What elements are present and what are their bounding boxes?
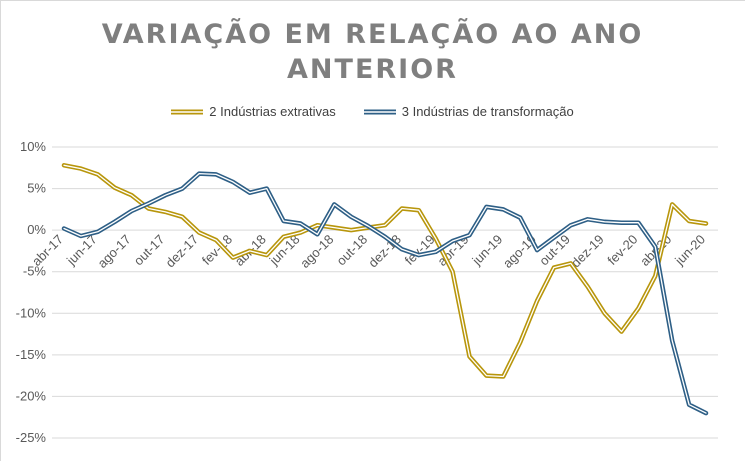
legend-item-extrativas: 2 Indústrias extrativas <box>171 104 336 119</box>
y-tick-label: 5% <box>27 181 46 196</box>
x-tick-label: abr-17 <box>29 232 66 269</box>
x-tick-label: ago-19 <box>500 232 539 271</box>
legend: 2 Indústrias extrativas 3 Indústrias de … <box>0 104 745 119</box>
legend-swatch-transformacao <box>363 109 396 114</box>
x-tick-label: jun-19 <box>469 232 506 269</box>
x-tick-label: out-17 <box>131 232 168 269</box>
x-tick-label: dez-17 <box>163 232 202 271</box>
legend-label-extrativas: 2 Indústrias extrativas <box>209 104 336 119</box>
y-tick-label: -5% <box>23 264 47 279</box>
legend-label-transformacao: 3 Indústrias de transformação <box>401 104 574 119</box>
legend-item-transformacao: 3 Indústrias de transformação <box>363 104 574 119</box>
chart-title: VARIAÇÃO EM RELAÇÃO AO ANO ANTERIOR <box>101 19 644 85</box>
x-tick-label: ago-18 <box>297 232 336 271</box>
legend-swatch-extrativas <box>171 109 204 114</box>
series-line-inner-0 <box>63 164 707 378</box>
x-tick-label: out-18 <box>334 232 371 269</box>
y-tick-label: -10% <box>16 305 47 320</box>
x-tick-label: fev-20 <box>604 232 640 268</box>
series-line-inner-1 <box>63 172 707 414</box>
y-tick-label: 10% <box>20 139 46 154</box>
y-tick-label: -15% <box>16 347 47 362</box>
y-tick-label: -25% <box>16 430 47 445</box>
x-tick-label: jun-20 <box>671 232 708 269</box>
x-tick-label: ago-17 <box>94 232 133 271</box>
y-tick-label: 0% <box>27 222 46 237</box>
y-tick-label: -20% <box>16 388 47 403</box>
